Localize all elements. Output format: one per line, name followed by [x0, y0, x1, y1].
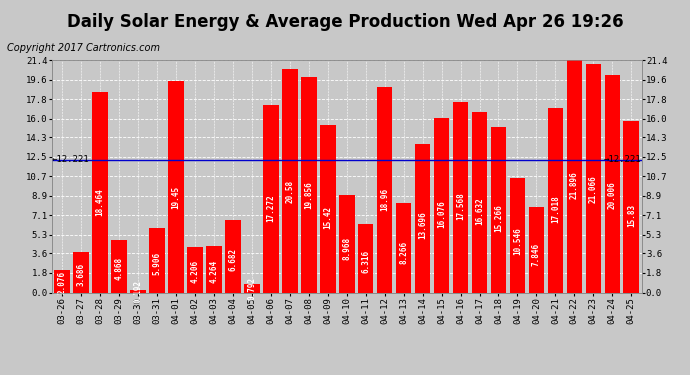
Bar — [624, 120, 639, 292]
Text: →12.221: →12.221 — [604, 155, 642, 164]
Text: 0.792: 0.792 — [248, 277, 257, 300]
Bar — [604, 75, 620, 292]
Text: 19.45: 19.45 — [172, 186, 181, 209]
Text: 4.868: 4.868 — [115, 257, 124, 280]
Bar — [301, 77, 317, 292]
Text: 18.464: 18.464 — [96, 188, 105, 216]
Bar — [415, 144, 431, 292]
Bar — [472, 112, 487, 292]
Text: 0.192: 0.192 — [134, 280, 143, 303]
Text: 13.696: 13.696 — [418, 211, 427, 239]
Bar — [92, 92, 108, 292]
Bar — [548, 108, 563, 292]
Text: 17.568: 17.568 — [456, 193, 465, 220]
Bar — [225, 220, 241, 292]
Bar — [263, 105, 279, 292]
Bar — [491, 127, 506, 292]
Text: 16.076: 16.076 — [437, 200, 446, 228]
Bar — [434, 118, 449, 292]
Text: Copyright 2017 Cartronics.com: Copyright 2017 Cartronics.com — [7, 43, 160, 53]
Bar — [149, 228, 165, 292]
Bar — [453, 102, 469, 292]
Bar — [396, 203, 411, 292]
Text: 4.264: 4.264 — [210, 260, 219, 283]
Text: 20.006: 20.006 — [608, 181, 617, 209]
Bar — [377, 87, 393, 292]
Bar — [320, 125, 335, 292]
Bar — [206, 246, 221, 292]
Bar — [529, 207, 544, 292]
Text: 15.266: 15.266 — [494, 204, 503, 232]
Text: 17.018: 17.018 — [551, 195, 560, 223]
Text: 18.96: 18.96 — [380, 188, 389, 211]
Bar — [586, 64, 601, 292]
Text: 6.682: 6.682 — [228, 248, 237, 272]
Text: 10.546: 10.546 — [513, 227, 522, 255]
Bar — [168, 81, 184, 292]
Text: ←12.221: ←12.221 — [52, 155, 90, 164]
Text: 15.83: 15.83 — [627, 204, 635, 226]
Bar — [244, 284, 259, 292]
Text: 3.686: 3.686 — [77, 263, 86, 286]
Text: 2.076: 2.076 — [58, 271, 67, 294]
Text: 6.316: 6.316 — [361, 250, 371, 273]
Bar — [130, 290, 146, 292]
Text: 4.206: 4.206 — [190, 260, 199, 284]
Text: 5.906: 5.906 — [152, 252, 161, 275]
Text: Daily Solar Energy & Average Production Wed Apr 26 19:26: Daily Solar Energy & Average Production … — [67, 13, 623, 31]
Text: 19.856: 19.856 — [304, 182, 313, 209]
Bar — [111, 240, 127, 292]
Bar — [73, 252, 89, 292]
Bar — [187, 247, 203, 292]
Bar — [282, 69, 297, 292]
Text: 21.896: 21.896 — [570, 172, 579, 200]
Text: 20.58: 20.58 — [286, 180, 295, 204]
Text: 16.632: 16.632 — [475, 197, 484, 225]
Text: 8.266: 8.266 — [399, 240, 408, 264]
Bar — [55, 270, 70, 292]
Bar — [510, 178, 525, 292]
Text: 21.066: 21.066 — [589, 176, 598, 203]
Text: 8.968: 8.968 — [342, 237, 351, 260]
Bar — [339, 195, 355, 292]
Bar — [358, 224, 373, 292]
Text: 15.42: 15.42 — [323, 206, 333, 229]
Text: 7.846: 7.846 — [532, 243, 541, 266]
Text: 17.272: 17.272 — [266, 194, 275, 222]
Bar — [566, 55, 582, 292]
